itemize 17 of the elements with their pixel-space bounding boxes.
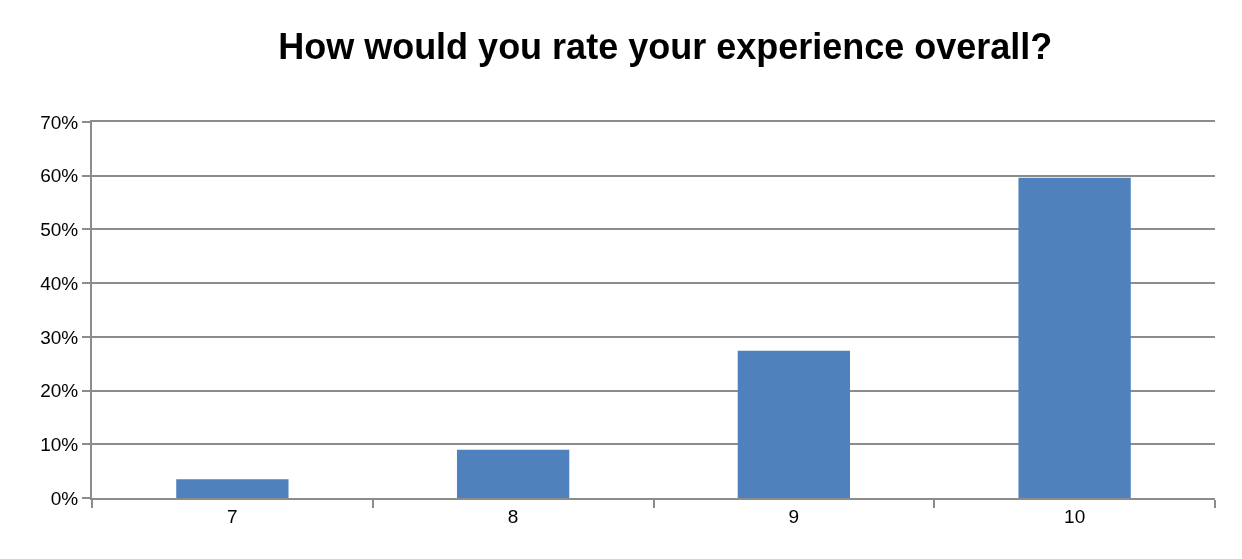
x-tick-label: 9 (788, 505, 800, 527)
y-tick-label: 30% (40, 326, 79, 348)
x-tick-label: 10 (1064, 505, 1086, 527)
bar (456, 449, 570, 498)
y-tick-label: 70% (40, 111, 79, 133)
y-tick-label: 20% (40, 380, 79, 402)
x-tick-label: 8 (507, 505, 519, 527)
chart-title: How would you rate your experience overall? (278, 25, 1053, 67)
y-tick-label: 0% (50, 487, 79, 509)
bar (176, 479, 289, 498)
y-tick-label: 50% (40, 219, 79, 241)
y-tick-label: 10% (40, 433, 79, 455)
x-tick-label: 7 (227, 505, 238, 527)
y-tick-label: 60% (40, 165, 79, 187)
bar (737, 350, 851, 498)
y-tick-label: 40% (40, 272, 79, 294)
bar (1018, 177, 1131, 498)
